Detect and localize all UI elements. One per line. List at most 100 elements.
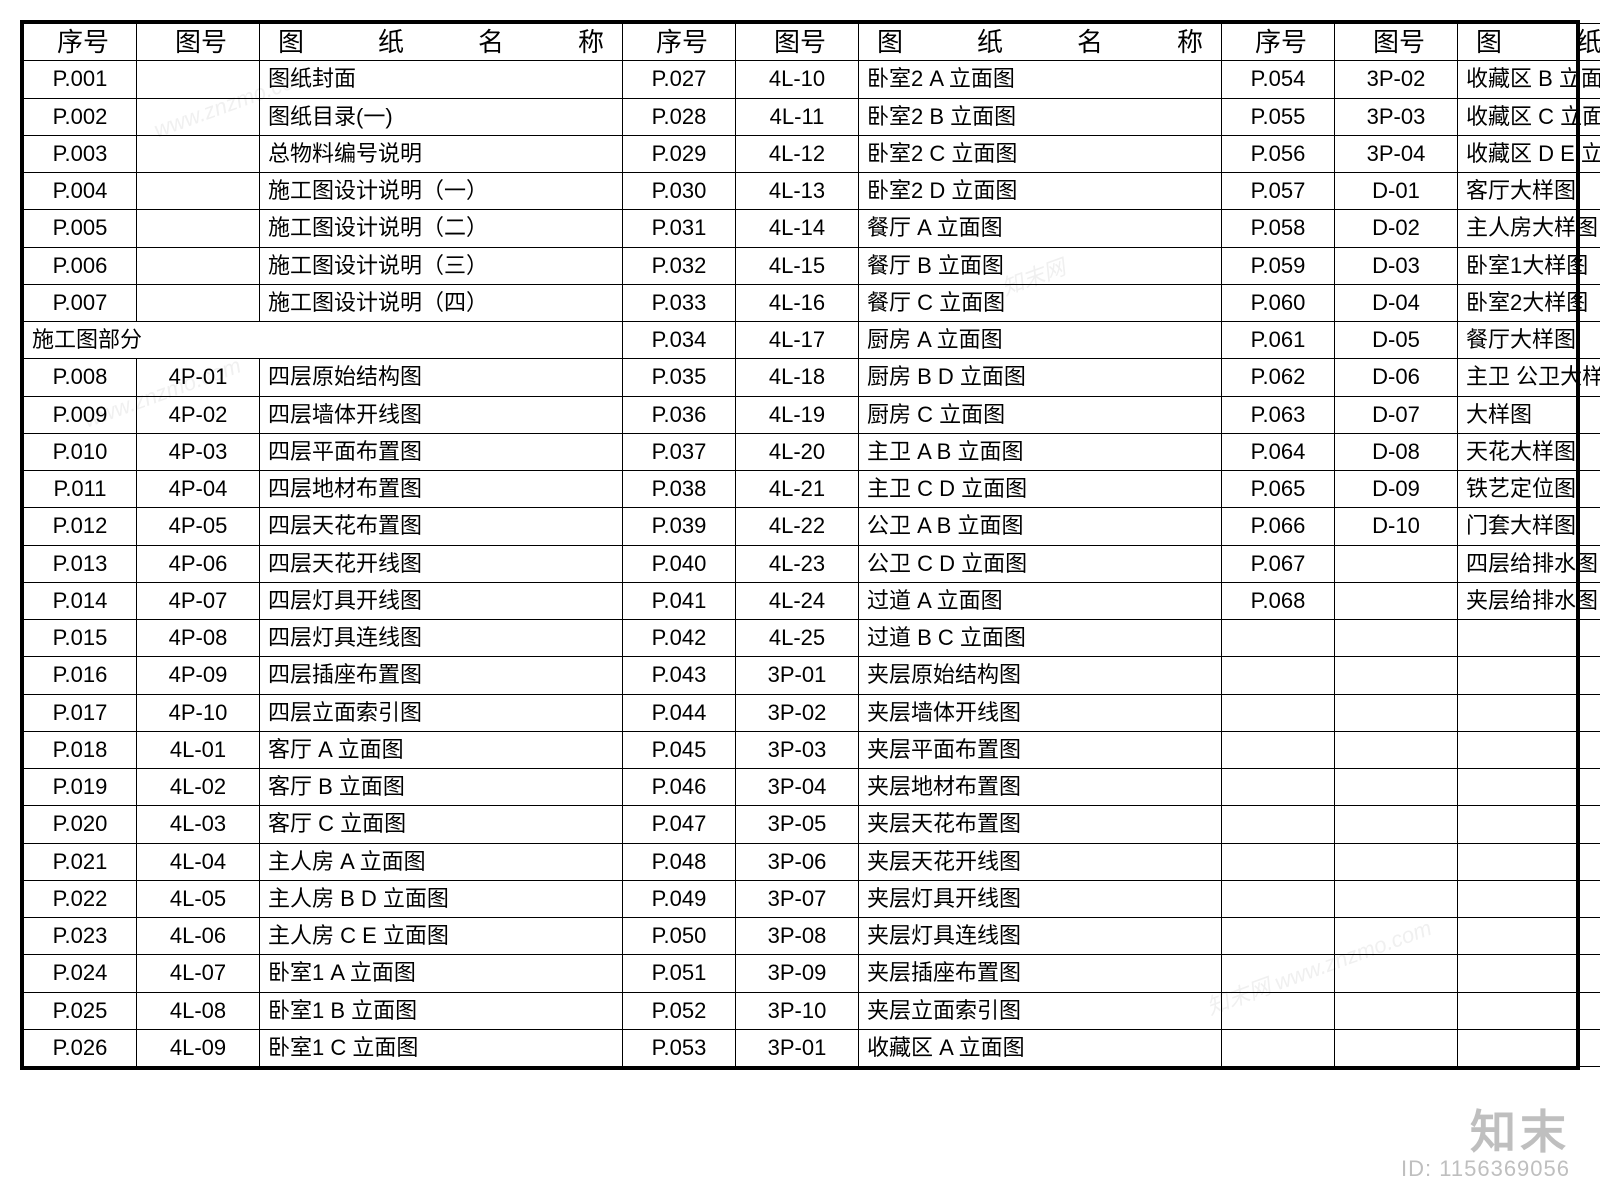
cell-seq [1222, 918, 1335, 955]
cell-title: 四层地材布置图 [260, 471, 623, 508]
cell-title [1458, 1029, 1600, 1066]
cell-title: 夹层平面布置图 [859, 731, 1222, 768]
cell-title: 天花大样图 [1458, 433, 1600, 470]
cell-code: 3P-05 [736, 806, 859, 843]
cell-title: 卧室2 B 立面图 [859, 98, 1222, 135]
cell-code [137, 135, 260, 172]
cell-seq: P.012 [24, 508, 137, 545]
cell-code: D-01 [1335, 173, 1458, 210]
cell-seq: P.017 [24, 694, 137, 731]
table-row: P.0144P-07四层灯具开线图P.0414L-24过道 A 立面图P.068… [24, 582, 1600, 619]
cell-seq: P.065 [1222, 471, 1335, 508]
cell-seq: P.008 [24, 359, 137, 396]
cell-title: 夹层墙体开线图 [859, 694, 1222, 731]
table-row: P.0264L-09卧室1 C 立面图P.0533P-01收藏区 A 立面图 [24, 1029, 1600, 1066]
cell-seq [1222, 694, 1335, 731]
cell-seq: P.039 [623, 508, 736, 545]
cell-title: 卧室2 D 立面图 [859, 173, 1222, 210]
table-row: P.0254L-08卧室1 B 立面图P.0523P-10夹层立面索引图 [24, 992, 1600, 1029]
cell-code: 3P-04 [736, 769, 859, 806]
table-row: P.003总物料编号说明P.0294L-12卧室2 C 立面图P.0563P-0… [24, 135, 1600, 172]
cell-title: 主人房 A 立面图 [260, 843, 623, 880]
cell-code: D-08 [1335, 433, 1458, 470]
cell-seq [1222, 992, 1335, 1029]
cell-code: 4L-18 [736, 359, 859, 396]
cell-title: 卧室2 A 立面图 [859, 61, 1222, 98]
cell-seq: P.005 [24, 210, 137, 247]
table-row: P.0214L-04主人房 A 立面图P.0483P-06夹层天花开线图 [24, 843, 1600, 880]
cell-title: 施工图设计说明（四） [260, 284, 623, 321]
watermark-brand: 知末 [1401, 1096, 1570, 1162]
cell-code: D-06 [1335, 359, 1458, 396]
cell-code: 4P-03 [137, 433, 260, 470]
cell-seq: P.002 [24, 98, 137, 135]
cell-code [1335, 769, 1458, 806]
cell-code [1335, 657, 1458, 694]
cell-title: 收藏区 A 立面图 [859, 1029, 1222, 1066]
cell-seq: P.062 [1222, 359, 1335, 396]
cell-title: 收藏区 B 立面图 [1458, 61, 1600, 98]
cell-seq: P.011 [24, 471, 137, 508]
cell-seq: P.024 [24, 955, 137, 992]
cell-seq: P.013 [24, 545, 137, 582]
cell-seq: P.056 [1222, 135, 1335, 172]
cell-code: 4P-02 [137, 396, 260, 433]
cell-title: 厨房 B D 立面图 [859, 359, 1222, 396]
cell-title: 厨房 C 立面图 [859, 396, 1222, 433]
cell-code [1335, 582, 1458, 619]
cell-code: 4L-19 [736, 396, 859, 433]
drawing-index-sheet: 序号图号图纸名称序号图号图纸名称序号图号图纸名称P.001图纸封面P.0274L… [20, 20, 1580, 1070]
cell-title: 大样图 [1458, 396, 1600, 433]
table-row: P.0114P-04四层地材布置图P.0384L-21主卫 C D 立面图P.0… [24, 471, 1600, 508]
cell-code: 3P-04 [1335, 135, 1458, 172]
header-code: 图号 [736, 24, 859, 61]
cell-seq: P.052 [623, 992, 736, 1029]
cell-title: 主人房 C E 立面图 [260, 918, 623, 955]
cell-title: 夹层灯具开线图 [859, 880, 1222, 917]
cell-code: 4L-20 [736, 433, 859, 470]
cell-code: 4L-22 [736, 508, 859, 545]
cell-seq: P.035 [623, 359, 736, 396]
header-code: 图号 [137, 24, 260, 61]
cell-title: 过道 B C 立面图 [859, 620, 1222, 657]
cell-title: 夹层天花开线图 [859, 843, 1222, 880]
cell-title: 餐厅 B 立面图 [859, 247, 1222, 284]
cell-seq [1222, 955, 1335, 992]
cell-code: 4L-07 [137, 955, 260, 992]
cell-code: 4L-05 [137, 880, 260, 917]
cell-code: 4L-24 [736, 582, 859, 619]
cell-seq: P.037 [623, 433, 736, 470]
cell-title: 四层给排水图 [1458, 545, 1600, 582]
cell-seq: P.019 [24, 769, 137, 806]
cell-code: 4P-04 [137, 471, 260, 508]
cell-seq [1222, 731, 1335, 768]
cell-title: 卧室1 B 立面图 [260, 992, 623, 1029]
cell-seq: P.063 [1222, 396, 1335, 433]
cell-title: 主卫 C D 立面图 [859, 471, 1222, 508]
cell-seq: P.066 [1222, 508, 1335, 545]
cell-seq: P.058 [1222, 210, 1335, 247]
cell-code: 4P-10 [137, 694, 260, 731]
cell-code [1335, 694, 1458, 731]
cell-seq: P.050 [623, 918, 736, 955]
cell-title: 主卫 公卫大样图 [1458, 359, 1600, 396]
cell-title: 四层墙体开线图 [260, 396, 623, 433]
table-row: P.007施工图设计说明（四）P.0334L-16餐厅 C 立面图P.060D-… [24, 284, 1600, 321]
cell-title: 四层灯具开线图 [260, 582, 623, 619]
cell-title: 收藏区 D E 立面图 [1458, 135, 1600, 172]
cell-code: 3P-09 [736, 955, 859, 992]
cell-seq: P.042 [623, 620, 736, 657]
cell-code [1335, 955, 1458, 992]
cell-code: 3P-07 [736, 880, 859, 917]
cell-code: 3P-01 [736, 657, 859, 694]
cell-seq: P.031 [623, 210, 736, 247]
cell-seq: P.016 [24, 657, 137, 694]
cell-code: 3P-03 [1335, 98, 1458, 135]
cell-title: 卧室2 C 立面图 [859, 135, 1222, 172]
watermark: 知末 ID: 1156369056 [1401, 1096, 1570, 1182]
cell-code: D-03 [1335, 247, 1458, 284]
cell-seq: P.036 [623, 396, 736, 433]
cell-title: 公卫 C D 立面图 [859, 545, 1222, 582]
cell-title [1458, 992, 1600, 1029]
cell-seq: P.020 [24, 806, 137, 843]
